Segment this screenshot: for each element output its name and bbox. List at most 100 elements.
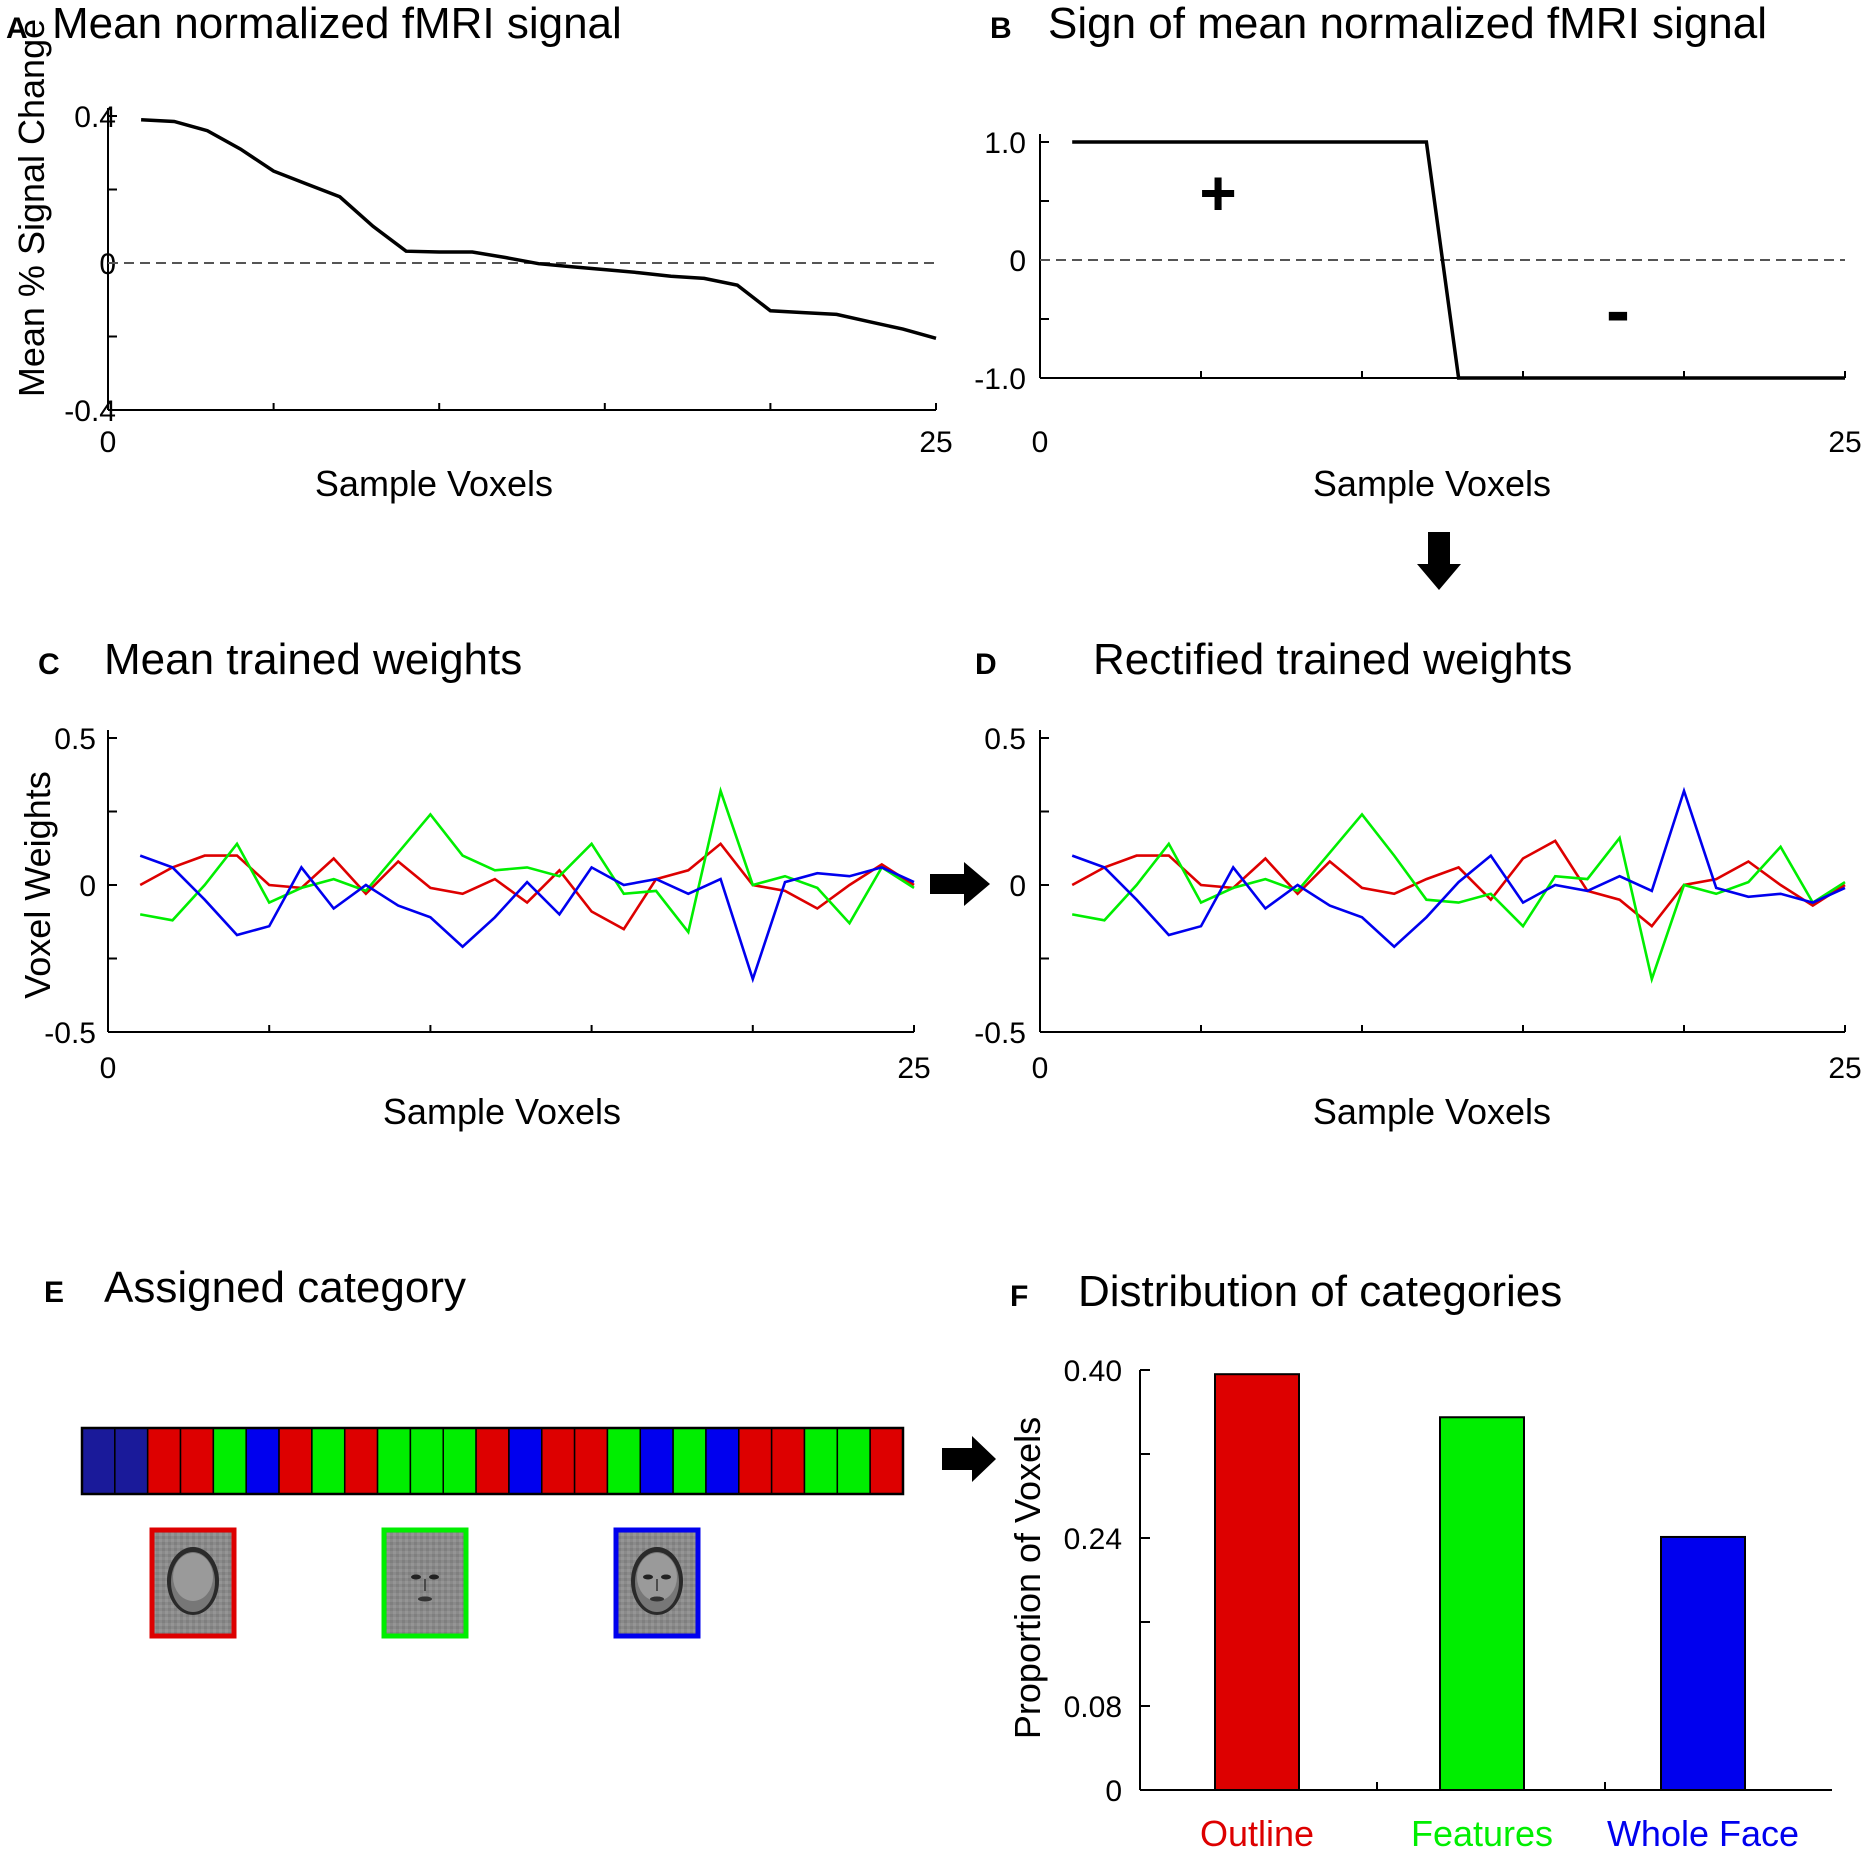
series-line-whole-face bbox=[1071, 786, 1846, 949]
panel-a-plot bbox=[141, 117, 937, 340]
category-cell bbox=[705, 1427, 740, 1495]
category-cell bbox=[836, 1427, 871, 1495]
right-arrow-icon bbox=[930, 862, 990, 906]
bar-outline bbox=[1214, 1373, 1300, 1791]
y-tick-label: 0 bbox=[1009, 870, 1026, 903]
y-tick-label: 0 bbox=[99, 248, 116, 281]
series-line-features bbox=[139, 786, 915, 935]
category-cell bbox=[639, 1427, 674, 1495]
right-arrow-icon bbox=[942, 1436, 996, 1482]
category-cell bbox=[114, 1427, 149, 1495]
category-label: Features bbox=[1411, 1813, 1553, 1853]
x-tick-label: 25 bbox=[1828, 426, 1861, 459]
x-tick-label: 25 bbox=[919, 426, 952, 459]
y-tick-label: -0.5 bbox=[974, 1017, 1026, 1050]
minus-annotation: - bbox=[1606, 271, 1630, 351]
panel-a-ylabel: Mean % Signal Change bbox=[11, 19, 52, 397]
series-line-outline bbox=[1071, 839, 1846, 929]
panel-b: B Sign of mean normalized fMRI signal Sa… bbox=[974, 0, 1861, 504]
panel-c-label: C bbox=[38, 648, 60, 681]
plus-annotation: + bbox=[1199, 157, 1236, 229]
category-strip-border bbox=[80, 1426, 905, 1496]
panel-b-plot bbox=[1072, 140, 1845, 380]
bar-features bbox=[1439, 1416, 1525, 1791]
face-features-icon bbox=[381, 1527, 469, 1639]
panel-a: A Mean normalized fMRI signal Mean % Sig… bbox=[6, 0, 953, 504]
panel-d-plot bbox=[1071, 786, 1846, 984]
category-cell bbox=[278, 1427, 313, 1495]
panel-a-title: Mean normalized fMRI signal bbox=[52, 0, 622, 48]
category-cell bbox=[212, 1427, 247, 1495]
panel-c-title: Mean trained weights bbox=[104, 635, 522, 684]
category-cell bbox=[508, 1427, 543, 1495]
y-tick-label: -0.5 bbox=[44, 1017, 96, 1050]
panel-b-label: B bbox=[990, 12, 1012, 45]
category-cell bbox=[376, 1427, 412, 1495]
y-tick-label: 0 bbox=[1009, 245, 1026, 278]
category-label: Outline bbox=[1200, 1813, 1314, 1853]
category-strip bbox=[80, 1426, 905, 1496]
category-cell bbox=[606, 1427, 642, 1495]
panel-b-xlabel: Sample Voxels bbox=[1313, 463, 1551, 504]
y-tick-label: 0.40 bbox=[1064, 1355, 1122, 1388]
panel-f-label: F bbox=[1010, 1280, 1028, 1313]
panel-d-title: Rectified trained weights bbox=[1093, 635, 1572, 684]
panel-f-ylabel: Proportion of Voxels bbox=[1007, 1417, 1048, 1739]
y-tick-label: 1.0 bbox=[984, 127, 1026, 160]
x-tick-label: 0 bbox=[1032, 1052, 1049, 1085]
panel-d-xlabel: Sample Voxels bbox=[1313, 1091, 1551, 1132]
category-cell bbox=[245, 1427, 280, 1495]
bar-whole-face bbox=[1660, 1535, 1746, 1791]
category-cell bbox=[442, 1427, 477, 1495]
panel-c-axes: 0.50-0.50 25 bbox=[44, 723, 930, 1085]
face-icons bbox=[149, 1527, 701, 1639]
y-tick-label: 0 bbox=[79, 870, 96, 903]
y-tick-label: 0 bbox=[1105, 1775, 1122, 1808]
panel-b-axes: 1.00-1.00 25 bbox=[974, 127, 1861, 459]
panel-c: C Mean trained weights Voxel Weights Sam… bbox=[17, 635, 931, 1132]
down-arrow-icon bbox=[1417, 532, 1461, 590]
category-cell bbox=[738, 1427, 773, 1495]
category-cell bbox=[475, 1427, 510, 1495]
series-line-features bbox=[1071, 812, 1846, 984]
y-tick-label: 0.08 bbox=[1064, 1691, 1122, 1724]
x-tick-label: 0 bbox=[100, 426, 117, 459]
panel-c-plot bbox=[139, 786, 915, 984]
category-cell bbox=[803, 1427, 839, 1495]
category-cell bbox=[81, 1427, 116, 1495]
y-tick-label: -1.0 bbox=[974, 363, 1026, 396]
panel-a-axes: 0.40-0.40 25 bbox=[64, 101, 952, 459]
series-line-sign bbox=[1072, 140, 1845, 380]
category-cell bbox=[146, 1427, 182, 1495]
y-tick-label: 0.5 bbox=[984, 723, 1026, 756]
category-cell bbox=[573, 1427, 609, 1495]
panel-c-xlabel: Sample Voxels bbox=[383, 1091, 621, 1132]
y-tick-label: 0.4 bbox=[74, 101, 116, 134]
category-cell bbox=[672, 1427, 707, 1495]
y-tick-label: -0.4 bbox=[64, 395, 116, 428]
category-cell bbox=[179, 1427, 215, 1495]
panel-f: F Distribution of categories Proportion … bbox=[1007, 1267, 1832, 1853]
y-tick-label: 0.5 bbox=[54, 723, 96, 756]
panel-a-label: A bbox=[6, 12, 28, 45]
category-cell bbox=[869, 1427, 904, 1495]
category-cell bbox=[541, 1427, 576, 1495]
category-cell bbox=[409, 1427, 444, 1495]
category-label: Whole Face bbox=[1607, 1813, 1799, 1853]
category-cell bbox=[343, 1427, 379, 1495]
panel-d-label: D bbox=[975, 648, 997, 681]
y-tick-label: 0.24 bbox=[1064, 1523, 1122, 1556]
x-tick-label: 0 bbox=[1032, 426, 1049, 459]
x-tick-label: 0 bbox=[100, 1052, 117, 1085]
panel-c-ylabel: Voxel Weights bbox=[17, 771, 58, 998]
category-cell bbox=[311, 1427, 346, 1495]
x-tick-label: 25 bbox=[1828, 1052, 1861, 1085]
series-line-mean-signal bbox=[141, 117, 937, 340]
face-whole-face-icon bbox=[613, 1527, 701, 1639]
panel-f-title: Distribution of categories bbox=[1078, 1267, 1562, 1316]
panel-a-xlabel: Sample Voxels bbox=[315, 463, 553, 504]
panel-e: E Assigned category bbox=[44, 1263, 905, 1639]
panel-f-plot: Outline Features Whole Face bbox=[1200, 1373, 1799, 1853]
panel-d-axes: 0.50-0.50 25 bbox=[974, 723, 1861, 1085]
